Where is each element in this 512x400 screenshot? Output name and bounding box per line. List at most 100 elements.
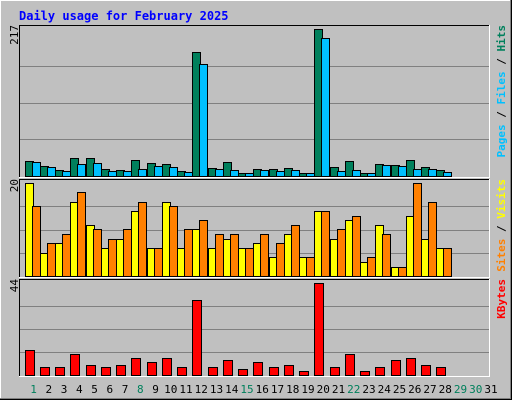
bar-kbytes-day-1 — [25, 350, 35, 376]
bar-kbytes-day-26 — [406, 358, 416, 376]
day-label-27: 27 — [423, 383, 436, 396]
bar-files-day-24 — [382, 165, 391, 177]
bar-sites-day-26 — [413, 183, 422, 277]
bar-hits-day-26 — [406, 160, 415, 177]
bar-kbytes-day-13 — [208, 367, 218, 376]
day-label-7: 7 — [122, 383, 129, 396]
bar-files-day-18 — [291, 170, 300, 177]
day-label-21: 21 — [332, 383, 345, 396]
bar-kbytes-day-25 — [391, 360, 401, 376]
legend-separator: / — [495, 219, 508, 239]
day-label-12: 12 — [195, 383, 208, 396]
bar-kbytes-day-17 — [269, 367, 279, 376]
bar-files-day-8 — [138, 169, 147, 177]
bar-kbytes-day-3 — [55, 367, 65, 376]
bar-sites-day-15 — [245, 248, 254, 277]
bar-sites-day-5 — [93, 229, 102, 277]
bar-sites-day-24 — [382, 234, 391, 277]
bar-hits-day-14 — [223, 162, 232, 177]
y-max-label: 44 — [8, 279, 21, 293]
bar-files-day-15 — [245, 173, 254, 177]
bar-files-day-19 — [306, 173, 315, 177]
bar-hits-day-22 — [345, 161, 354, 177]
bar-kbytes-day-15 — [238, 369, 248, 376]
y-max-label: 20 — [8, 179, 21, 192]
day-label-31: 31 — [484, 383, 497, 396]
day-labels: 1 2 3 4 5 6 7 8 9 10 11 12 13 14 15 16 17 18 19 20 21 22 23 24 2… — [30, 383, 497, 396]
bar-kbytes-day-5 — [86, 365, 96, 376]
bar-kbytes-day-22 — [345, 354, 355, 376]
legend-item-kbytes: KBytes — [495, 279, 508, 319]
bar-kbytes-day-10 — [162, 358, 172, 376]
chart-panels: 217 Pages / Files / Hits 20 Sites / Visits 4… — [8, 25, 508, 377]
y-max-label: 217 — [8, 25, 21, 45]
bar-kbytes-day-20 — [314, 283, 324, 376]
bar-files-day-13 — [215, 169, 224, 177]
bar-sites-day-6 — [108, 239, 117, 277]
bar-sites-day-27 — [428, 202, 437, 277]
bar-files-day-23 — [367, 173, 376, 177]
bar-files-day-25 — [398, 166, 407, 177]
bar-sites-day-2 — [47, 243, 56, 277]
day-label-5: 5 — [91, 383, 98, 396]
bar-kbytes-day-24 — [375, 367, 385, 376]
day-label-6: 6 — [106, 383, 113, 396]
legend-separator: / — [495, 52, 508, 72]
panel-hits-files-pages: 217 Pages / Files / Hits — [8, 25, 508, 178]
legend: Pages / Files / Hits — [495, 25, 508, 158]
legend-separator: / — [495, 105, 508, 125]
day-label-23: 23 — [362, 383, 375, 396]
bar-files-day-1 — [32, 162, 41, 177]
bar-kbytes-day-27 — [421, 365, 431, 376]
bar-sites-day-3 — [62, 234, 71, 277]
legend-item-sites: Sites — [495, 239, 508, 272]
day-label-2: 2 — [45, 383, 52, 396]
panel-kbytes: 44 KBytes — [8, 279, 508, 377]
day-label-30: 30 — [469, 383, 482, 396]
bar-kbytes-day-11 — [177, 367, 187, 376]
bar-files-day-17 — [276, 171, 285, 177]
bar-sites-day-16 — [260, 234, 269, 277]
day-label-17: 17 — [271, 383, 284, 396]
panel-visits-sites: 20 Sites / Visits — [8, 179, 508, 278]
bar-files-day-26 — [413, 169, 422, 177]
bar-kbytes-day-7 — [116, 365, 126, 376]
bar-sites-day-14 — [230, 234, 239, 277]
legend: KBytes — [495, 279, 508, 319]
bar-files-day-7 — [123, 171, 132, 177]
bar-sites-day-17 — [276, 243, 285, 277]
bar-files-day-21 — [337, 171, 346, 177]
day-label-15: 15 — [240, 383, 253, 396]
day-label-1: 1 — [30, 383, 37, 396]
legend-item-hits: Hits — [495, 25, 508, 52]
bar-files-day-20 — [321, 38, 330, 177]
bar-files-day-9 — [154, 166, 163, 177]
bar-kbytes-day-8 — [131, 358, 141, 376]
bar-files-day-4 — [77, 164, 86, 177]
bar-sites-day-25 — [398, 267, 407, 277]
bar-sites-day-20 — [321, 211, 330, 277]
bar-kbytes-day-16 — [253, 362, 263, 376]
bar-files-day-10 — [169, 167, 178, 177]
bar-files-day-14 — [230, 170, 239, 177]
bar-kbytes-day-4 — [70, 354, 80, 376]
bar-sites-day-13 — [215, 234, 224, 277]
bar-sites-day-1 — [32, 206, 41, 277]
bar-kbytes-day-14 — [223, 360, 233, 376]
day-label-9: 9 — [152, 383, 159, 396]
bar-kbytes-day-28 — [436, 367, 446, 376]
bar-files-day-3 — [62, 171, 71, 177]
bar-sites-day-7 — [123, 229, 132, 277]
bar-kbytes-day-21 — [330, 367, 340, 376]
bar-sites-day-22 — [352, 216, 361, 277]
bar-sites-day-28 — [443, 248, 452, 277]
bar-kbytes-day-23 — [360, 371, 370, 376]
day-label-22: 22 — [347, 383, 360, 396]
bar-sites-day-4 — [77, 192, 86, 277]
day-label-26: 26 — [408, 383, 421, 396]
bar-sites-day-18 — [291, 225, 300, 277]
bar-kbytes-day-2 — [40, 367, 50, 376]
legend-item-visits: Visits — [495, 179, 508, 219]
bar-sites-day-19 — [306, 257, 315, 277]
